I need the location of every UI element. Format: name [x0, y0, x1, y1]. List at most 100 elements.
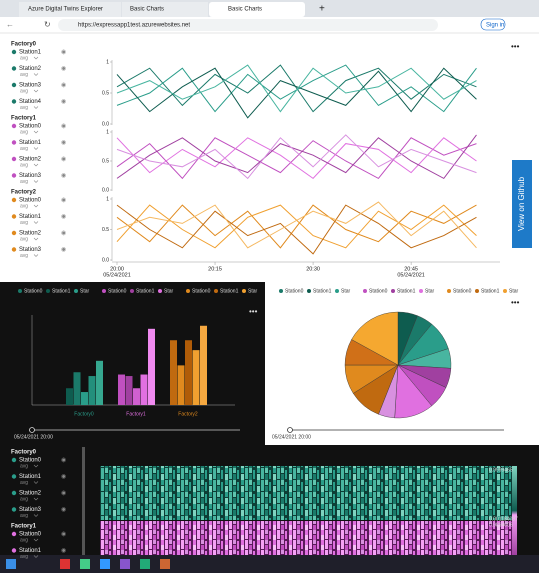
app-icon[interactable] [120, 559, 130, 569]
visibility-toggle[interactable]: ◉ [61, 99, 66, 105]
github-button[interactable] [512, 160, 532, 248]
station-dot [11, 49, 17, 55]
colorbar [512, 466, 517, 555]
back[interactable]: ← [6, 20, 14, 29]
station-dot [11, 173, 17, 178]
visibility-toggle[interactable]: ◉ [61, 198, 66, 204]
legend-label: Station0 [24, 288, 43, 294]
url-box[interactable] [58, 19, 438, 31]
visibility-toggle[interactable]: ◉ [61, 124, 66, 130]
visibility-toggle[interactable]: ◉ [61, 231, 66, 237]
legend-label: Station1 [136, 288, 155, 294]
visibility-toggle[interactable]: ◉ [61, 66, 66, 72]
station-name: Station1 [19, 140, 42, 146]
sign-in-label: Sign in [486, 23, 504, 29]
series-line [116, 134, 477, 180]
legend-label: Station1 [52, 288, 71, 294]
legend-dot [363, 289, 367, 293]
y-tick-label: 1 [106, 59, 109, 65]
aggregate: avg [20, 220, 28, 226]
series-line [116, 137, 477, 180]
visibility-toggle[interactable]: ◉ [61, 173, 66, 179]
x-date-label: 05/24/2021 [103, 272, 131, 278]
app-icon[interactable] [160, 559, 170, 569]
station-dot [11, 490, 17, 496]
legend-label: Station1 [397, 288, 416, 294]
x-date-label: 05/24/2021 [397, 272, 425, 278]
visibility-toggle[interactable]: ◉ [61, 532, 66, 538]
legend-dot [242, 289, 246, 293]
app-icon[interactable] [140, 559, 150, 569]
visibility-toggle[interactable]: ◉ [61, 157, 66, 163]
app-icon[interactable] [100, 559, 110, 569]
tab[interactable] [19, 2, 121, 17]
legend-dot [419, 289, 423, 293]
series-line [116, 204, 477, 255]
reload[interactable]: ↻ [44, 20, 51, 29]
aggregate-chevron [33, 237, 39, 241]
visibility-toggle[interactable]: ◉ [61, 458, 66, 464]
station-name: Station2 [19, 491, 42, 497]
more[interactable]: ••• [249, 307, 258, 316]
tab-title: Basic Charts [228, 7, 262, 13]
station-name: Station2 [19, 157, 42, 163]
y-tick-label: 0.0 [102, 121, 109, 127]
aggregate-chevron [33, 497, 39, 501]
more[interactable]: ••• [511, 42, 520, 51]
series-line [116, 134, 477, 180]
visibility-toggle[interactable]: ◉ [61, 491, 66, 497]
x-tick-label: 20:45 [404, 266, 418, 272]
aggregate: avg [20, 129, 28, 135]
app-icon[interactable] [60, 559, 70, 569]
group-title: Factory0 [11, 42, 37, 48]
legend-label: Star [341, 288, 351, 294]
app-icon[interactable] [80, 559, 90, 569]
aggregate: avg [20, 88, 28, 94]
aggregate: avg [20, 105, 28, 111]
visibility-toggle[interactable]: ◉ [61, 548, 66, 554]
heatmap-factory1 [100, 521, 512, 555]
more[interactable]: ••• [511, 298, 520, 307]
slider-thumb[interactable] [29, 427, 35, 433]
visibility-toggle[interactable]: ◉ [61, 50, 66, 56]
visibility-toggle[interactable]: ◉ [61, 474, 66, 480]
tab-title: Azure Digital Twins Explorer [28, 7, 103, 13]
tab-active[interactable] [209, 2, 305, 17]
station-dot [11, 214, 17, 219]
station-dot [11, 156, 17, 162]
aggregate: avg [20, 513, 28, 519]
y-tick-label: 1 [106, 129, 109, 135]
legend-dot [214, 289, 218, 293]
aggregate-chevron [33, 147, 39, 150]
tab[interactable] [122, 2, 208, 17]
x-tick-label: 20:00 [110, 266, 124, 272]
station-dot [11, 507, 17, 512]
y-tick-label: 0.5 [102, 227, 109, 233]
aggregate-chevron [33, 56, 39, 60]
aggregate-chevron [33, 464, 39, 468]
group-label: Factory0 [74, 411, 94, 417]
legend-dot [18, 289, 22, 293]
scrollbar[interactable] [82, 447, 85, 555]
legend-dot [475, 289, 479, 293]
legend-dot [46, 289, 50, 293]
visibility-toggle[interactable]: ◉ [61, 247, 66, 253]
visibility-toggle[interactable]: ◉ [61, 83, 66, 89]
station-name: Station1 [19, 214, 42, 220]
new-tab[interactable]: + [319, 4, 325, 15]
heatmap-label: 0.9894606 [489, 522, 513, 528]
bar [140, 374, 148, 405]
start-icon[interactable] [6, 559, 16, 569]
slider-label: 05/24/2021 20:00 [14, 434, 53, 440]
heatmap-label: 0.9999465 [489, 467, 513, 473]
aggregate: avg [20, 496, 28, 502]
slider-thumb[interactable] [287, 427, 293, 433]
visibility-toggle[interactable]: ◉ [61, 214, 66, 220]
bar [185, 340, 192, 405]
visibility-toggle[interactable]: ◉ [61, 507, 66, 513]
legend-dot [307, 289, 311, 293]
sign-in[interactable] [480, 18, 506, 31]
visibility-toggle[interactable]: ◉ [61, 140, 66, 146]
station-name: Station0 [19, 458, 42, 464]
aggregate-chevron [33, 106, 39, 109]
